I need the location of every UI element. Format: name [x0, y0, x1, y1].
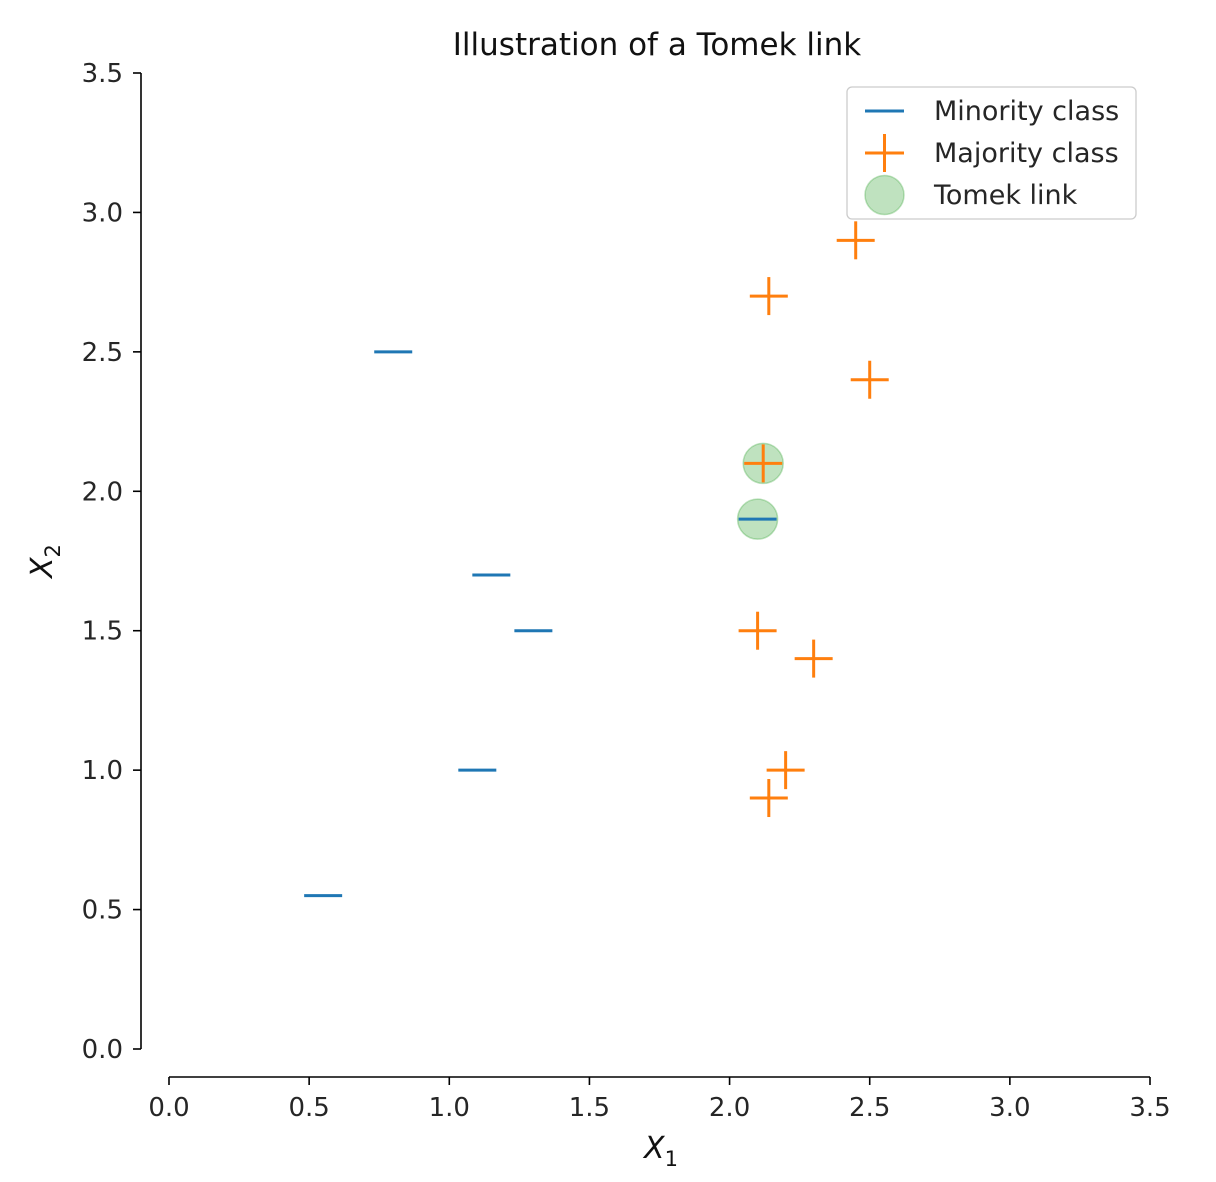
y-axis-label-main: X: [25, 556, 60, 580]
majority-point: [749, 779, 788, 818]
series-layer: [304, 221, 889, 898]
majority-point: [836, 221, 875, 260]
majority-point: [794, 639, 833, 678]
x-axis-label: X1: [642, 1131, 678, 1171]
y-tick-label: 0.0: [82, 1035, 123, 1065]
legend: Minority class Majority class Tomek link: [846, 86, 1137, 220]
legend-majority-label: Majority class: [934, 138, 1119, 169]
x-tick-label: 1.0: [429, 1093, 470, 1123]
legend-frame: [846, 86, 1137, 220]
y-tick-label: 3.0: [82, 198, 123, 228]
majority-point: [744, 444, 783, 483]
majority-point: [738, 611, 777, 650]
y-axis-ticks: 0.0 0.5 1.0 1.5 2.0 2.5 3.0 3.5: [82, 59, 141, 1065]
y-tick-label: 3.5: [82, 59, 123, 89]
y-tick-label: 1.0: [82, 756, 123, 786]
majority-point: [766, 751, 805, 790]
x-tick-label: 0.5: [288, 1093, 329, 1123]
legend-minority-label: Minority class: [934, 96, 1119, 127]
x-axis-label-main: X: [642, 1131, 666, 1166]
x-tick-label: 2.5: [849, 1093, 890, 1123]
y-tick-label: 2.5: [82, 338, 123, 368]
x-tick-label: 1.5: [569, 1093, 610, 1123]
x-tick-label: 0.0: [148, 1093, 189, 1123]
x-axis-label-subscript: 1: [665, 1147, 678, 1171]
x-tick-label: 3.0: [989, 1093, 1030, 1123]
majority-point: [850, 360, 889, 399]
majority-point: [749, 277, 788, 316]
y-axis-label-subscript: 2: [41, 544, 65, 557]
x-tick-label: 2.0: [709, 1093, 750, 1123]
x-axis-ticks: 0.0 0.5 1.0 1.5 2.0 2.5 3.0 3.5: [148, 1077, 1171, 1123]
x-tick-label: 3.5: [1129, 1093, 1170, 1123]
legend-tomek-marker: [864, 174, 905, 216]
y-tick-label: 1.5: [82, 617, 123, 647]
legend-tomek-label: Tomek link: [933, 180, 1078, 211]
y-tick-label: 2.0: [82, 477, 123, 507]
chart-title: Illustration of a Tomek link: [453, 27, 861, 63]
y-axis-label: X2: [25, 544, 65, 580]
y-tick-label: 0.5: [82, 896, 123, 926]
